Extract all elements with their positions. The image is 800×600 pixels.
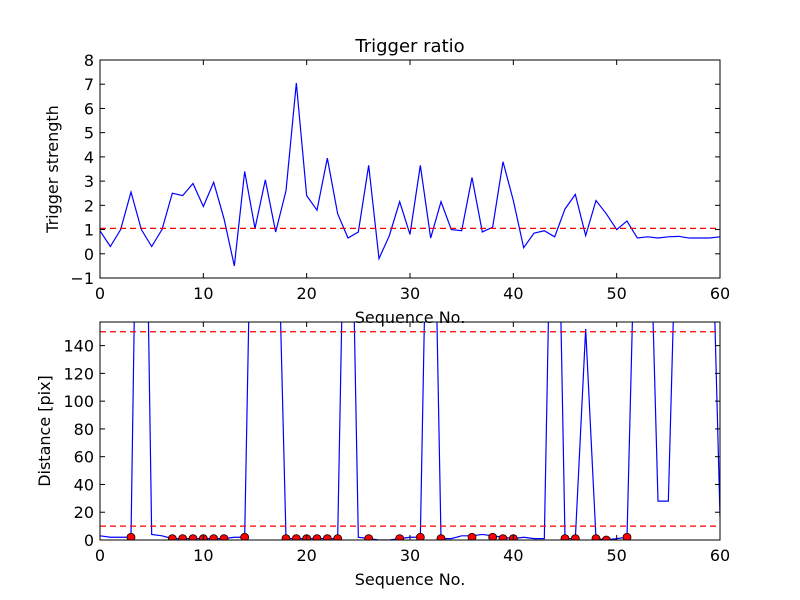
data-marker xyxy=(364,534,374,540)
data-marker xyxy=(622,532,632,540)
data-marker xyxy=(209,534,219,540)
y-axis-label: Trigger strength xyxy=(43,105,62,234)
x-tick-label: 60 xyxy=(710,284,730,303)
data-marker xyxy=(219,534,229,540)
x-tick-label: 50 xyxy=(606,546,626,565)
x-tick-label: 30 xyxy=(400,284,420,303)
x-tick-label: 40 xyxy=(503,546,523,565)
y-tick-label: 120 xyxy=(63,364,94,383)
y-tick-label: 100 xyxy=(63,392,94,411)
data-marker xyxy=(488,532,498,540)
data-marker xyxy=(415,532,425,540)
y-tick-label: 4 xyxy=(84,148,94,167)
x-tick-label: 0 xyxy=(95,284,105,303)
data-marker xyxy=(291,534,301,540)
data-marker xyxy=(498,534,508,540)
x-tick-label: 10 xyxy=(193,546,213,565)
data-marker xyxy=(436,534,446,540)
data-marker xyxy=(395,534,405,540)
data-marker xyxy=(167,534,177,540)
data-marker xyxy=(591,534,601,540)
data-marker xyxy=(560,534,570,540)
y-tick-label: 60 xyxy=(74,448,94,467)
x-tick-label: 40 xyxy=(503,284,523,303)
data-marker xyxy=(312,534,322,540)
y-tick-label: 1 xyxy=(84,221,94,240)
y-tick-label: 140 xyxy=(63,337,94,356)
x-tick-label: 60 xyxy=(710,546,730,565)
y-tick-label: 5 xyxy=(84,124,94,143)
x-tick-label: 10 xyxy=(193,284,213,303)
y-tick-label: 7 xyxy=(84,75,94,94)
data-marker xyxy=(601,535,611,540)
y-tick-label: 0 xyxy=(84,531,94,550)
data-marker xyxy=(126,532,136,540)
data-marker xyxy=(281,534,291,540)
data-marker xyxy=(570,534,580,540)
y-tick-label: 20 xyxy=(74,503,94,522)
y-tick-label: 6 xyxy=(84,99,94,118)
x-tick-label: 20 xyxy=(296,546,316,565)
x-tick-label: 0 xyxy=(95,546,105,565)
x-tick-label: 30 xyxy=(400,546,420,565)
distance-chart: 0 10 20 30 40 50 60 0 20 40 60 80 100 120 140 Sequence … xyxy=(35,321,730,589)
data-marker xyxy=(240,532,250,540)
chart-title: Trigger ratio xyxy=(354,36,464,57)
data-marker xyxy=(188,534,198,540)
x-tick-label: 50 xyxy=(606,284,626,303)
data-line xyxy=(100,82,720,267)
y-tick-label: 3 xyxy=(84,172,94,191)
data-marker xyxy=(333,534,343,540)
y-tick-label: 0 xyxy=(84,245,94,264)
y-tick-label: 80 xyxy=(74,420,94,439)
y-tick-label: −1 xyxy=(70,269,94,288)
y-tick-label: 2 xyxy=(84,196,94,215)
y-tick-label: 40 xyxy=(74,475,94,494)
x-tick-label: 20 xyxy=(296,284,316,303)
y-axis-label: Distance [pix] xyxy=(35,375,54,487)
x-axis-label: Sequence No. xyxy=(355,570,466,589)
y-tick-label: 8 xyxy=(84,51,94,70)
data-marker xyxy=(178,534,188,540)
data-marker xyxy=(467,532,477,540)
data-marker xyxy=(322,534,332,540)
